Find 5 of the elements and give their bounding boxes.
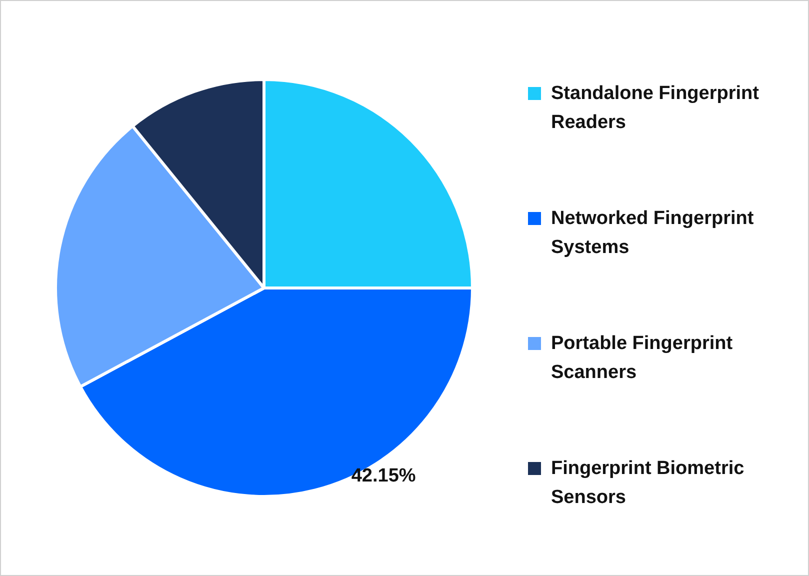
legend-label: Standalone Fingerprint Readers bbox=[551, 82, 760, 135]
data-label: 42.15% bbox=[351, 465, 416, 486]
legend-label: Portable Fingerprint Scanners bbox=[551, 332, 734, 385]
legend-label: Fingerprint Biometric Sensors bbox=[551, 457, 746, 510]
legend-label: Networked Fingerprint Systems bbox=[551, 207, 755, 260]
